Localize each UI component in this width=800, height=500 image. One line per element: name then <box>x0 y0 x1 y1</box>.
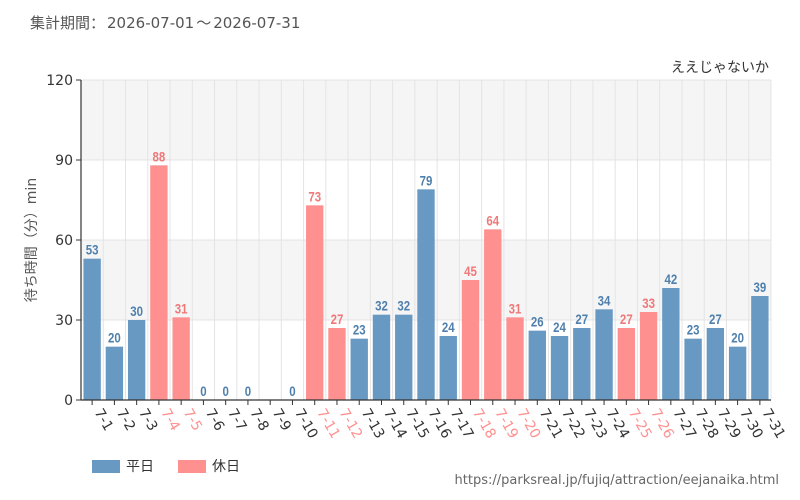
data-label-7-23: 27 <box>575 311 588 327</box>
x-tick-label-7-4: 7-4 <box>157 406 182 434</box>
data-label-7-18: 45 <box>464 263 477 279</box>
legend-swatch-holiday <box>178 459 206 473</box>
bar-7-13 <box>350 338 368 400</box>
data-label-7-19: 64 <box>486 212 500 228</box>
bar-7-18 <box>461 280 480 400</box>
data-label-7-11: 73 <box>308 188 321 204</box>
data-label-7-31: 39 <box>753 279 766 295</box>
bar-7-22 <box>550 336 569 400</box>
bar-7-26 <box>639 312 658 400</box>
bar-7-20 <box>506 317 524 400</box>
bar-7-16 <box>417 189 435 400</box>
data-label-7-15: 32 <box>397 298 410 314</box>
legend-label-holiday: 休日 <box>212 459 240 475</box>
y-tick-label: 60 <box>55 233 73 249</box>
data-label-7-26: 33 <box>642 295 655 311</box>
bar-7-28 <box>684 338 702 400</box>
y-axis-label: 待ち時間（分）min <box>24 178 40 302</box>
bar-7-3 <box>127 320 146 400</box>
data-label-7-29: 27 <box>709 311 722 327</box>
y-tick-label: 30 <box>55 313 73 329</box>
legend-item-holiday: 休日 <box>178 456 240 476</box>
x-tick-label-7-8: 7-8 <box>246 406 271 434</box>
bar-7-2 <box>105 346 124 400</box>
data-label-7-3: 30 <box>130 303 143 319</box>
bar-7-4 <box>150 165 168 400</box>
data-label-7-16: 79 <box>420 172 433 188</box>
x-tick-label-7-31: 7-31 <box>758 406 788 442</box>
data-label-7-30: 20 <box>731 330 744 346</box>
y-tick-label: 120 <box>46 73 73 89</box>
data-label-7-13: 23 <box>353 322 366 338</box>
data-label-7-6: 0 <box>200 383 206 399</box>
x-tick-label-7-9: 7-9 <box>269 406 294 434</box>
x-tick-label-7-7: 7-7 <box>224 406 249 434</box>
data-label-7-10: 0 <box>289 383 295 399</box>
data-label-7-25: 27 <box>620 311 633 327</box>
bar-7-1 <box>83 258 101 400</box>
period-header: 集計期間： 2026-07-01 ～ 2026-07-31 <box>30 12 302 33</box>
bar-7-11 <box>306 205 324 400</box>
legend-label-weekday: 平日 <box>126 459 154 475</box>
data-label-7-1: 53 <box>86 242 99 258</box>
y-tick-label: 90 <box>55 153 73 169</box>
period-separator: ～ <box>196 14 212 32</box>
period-end: 2026-07-31 <box>213 14 301 32</box>
bar-7-30 <box>728 346 747 400</box>
data-label-7-4: 88 <box>153 148 166 164</box>
bar-7-19 <box>484 229 502 400</box>
x-tick-label-7-6: 7-6 <box>202 406 227 434</box>
legend: 平日 休日 <box>92 456 264 476</box>
legend-item-weekday: 平日 <box>92 456 154 476</box>
bar-7-27 <box>662 288 680 400</box>
data-label-7-20: 31 <box>509 300 522 316</box>
period-label: 集計期間： <box>30 14 106 32</box>
bar-7-17 <box>439 336 457 400</box>
data-label-7-12: 27 <box>331 311 344 327</box>
chart-title: ええじゃないか <box>671 60 769 76</box>
x-tick-label-7-1: 7-1 <box>91 406 116 434</box>
data-label-7-24: 34 <box>598 292 612 308</box>
data-label-7-2: 20 <box>108 330 121 346</box>
bar-7-21 <box>528 330 546 400</box>
bar-7-15 <box>395 314 413 400</box>
bar-7-14 <box>372 314 391 400</box>
period-start: 2026-07-01 <box>107 14 195 32</box>
x-tick-label-7-2: 7-2 <box>113 406 138 434</box>
bar-7-23 <box>573 328 591 400</box>
bar-7-5 <box>172 317 190 400</box>
grid-band <box>81 80 771 160</box>
legend-swatch-weekday <box>92 459 120 473</box>
bar-7-12 <box>328 328 346 400</box>
data-label-7-8: 0 <box>245 383 251 399</box>
data-label-7-14: 32 <box>375 298 388 314</box>
data-label-7-27: 42 <box>664 271 677 287</box>
data-label-7-7: 0 <box>222 383 228 399</box>
bar-7-31 <box>751 296 769 400</box>
data-label-7-17: 24 <box>442 319 456 335</box>
bar-7-25 <box>617 328 636 400</box>
bar-7-29 <box>706 328 725 400</box>
x-tick-label-7-5: 7-5 <box>180 406 205 434</box>
y-tick-label: 0 <box>64 393 73 409</box>
x-tick-label-7-3: 7-3 <box>135 406 160 434</box>
data-label-7-28: 23 <box>687 322 700 338</box>
bar-7-24 <box>595 309 613 400</box>
source-url[interactable]: https://parksreal.jp/fujiq/attraction/ee… <box>454 473 779 488</box>
data-label-7-21: 26 <box>531 314 544 330</box>
data-label-7-5: 31 <box>175 300 188 316</box>
data-label-7-22: 24 <box>553 319 567 335</box>
